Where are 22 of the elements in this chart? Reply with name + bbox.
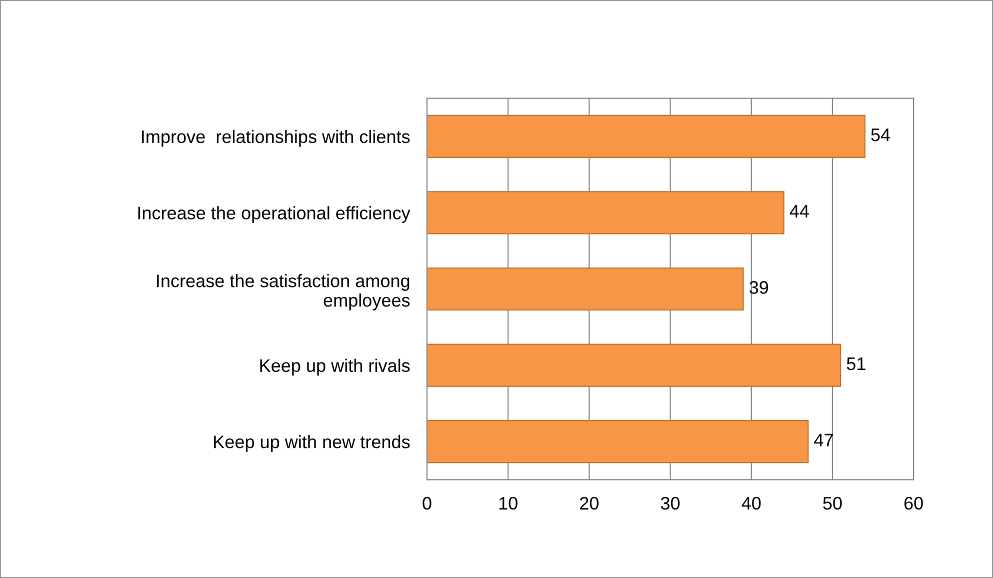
- data-label: 39: [750, 281, 768, 294]
- x-tick-label: 10: [499, 496, 518, 510]
- x-tick-label: 50: [823, 496, 842, 510]
- y-tick-label: Keep up with rivals: [260, 358, 410, 376]
- data-label: 44: [790, 204, 809, 218]
- bar: [426, 191, 784, 234]
- x-tick-label: 20: [580, 496, 599, 510]
- bar: [426, 114, 866, 158]
- data-label: 47: [814, 434, 833, 446]
- x-tick-label: 0: [422, 496, 432, 510]
- y-tick-label: Increase the satisfaction among employees: [157, 274, 410, 310]
- y-tick-label: Improve relationships with clients: [142, 130, 410, 147]
- bar: [426, 267, 744, 311]
- data-label: 51: [846, 358, 866, 370]
- x-tick-label: 60: [904, 496, 923, 510]
- y-tick-label: Increase the operational efficiency: [138, 206, 410, 223]
- bar: [426, 344, 842, 387]
- y-tick-label: Keep up with new trends: [214, 435, 410, 452]
- x-tick-label: 30: [660, 496, 680, 510]
- x-tick-label: 40: [742, 496, 761, 510]
- bar: [426, 420, 809, 464]
- data-label: 54: [871, 128, 890, 142]
